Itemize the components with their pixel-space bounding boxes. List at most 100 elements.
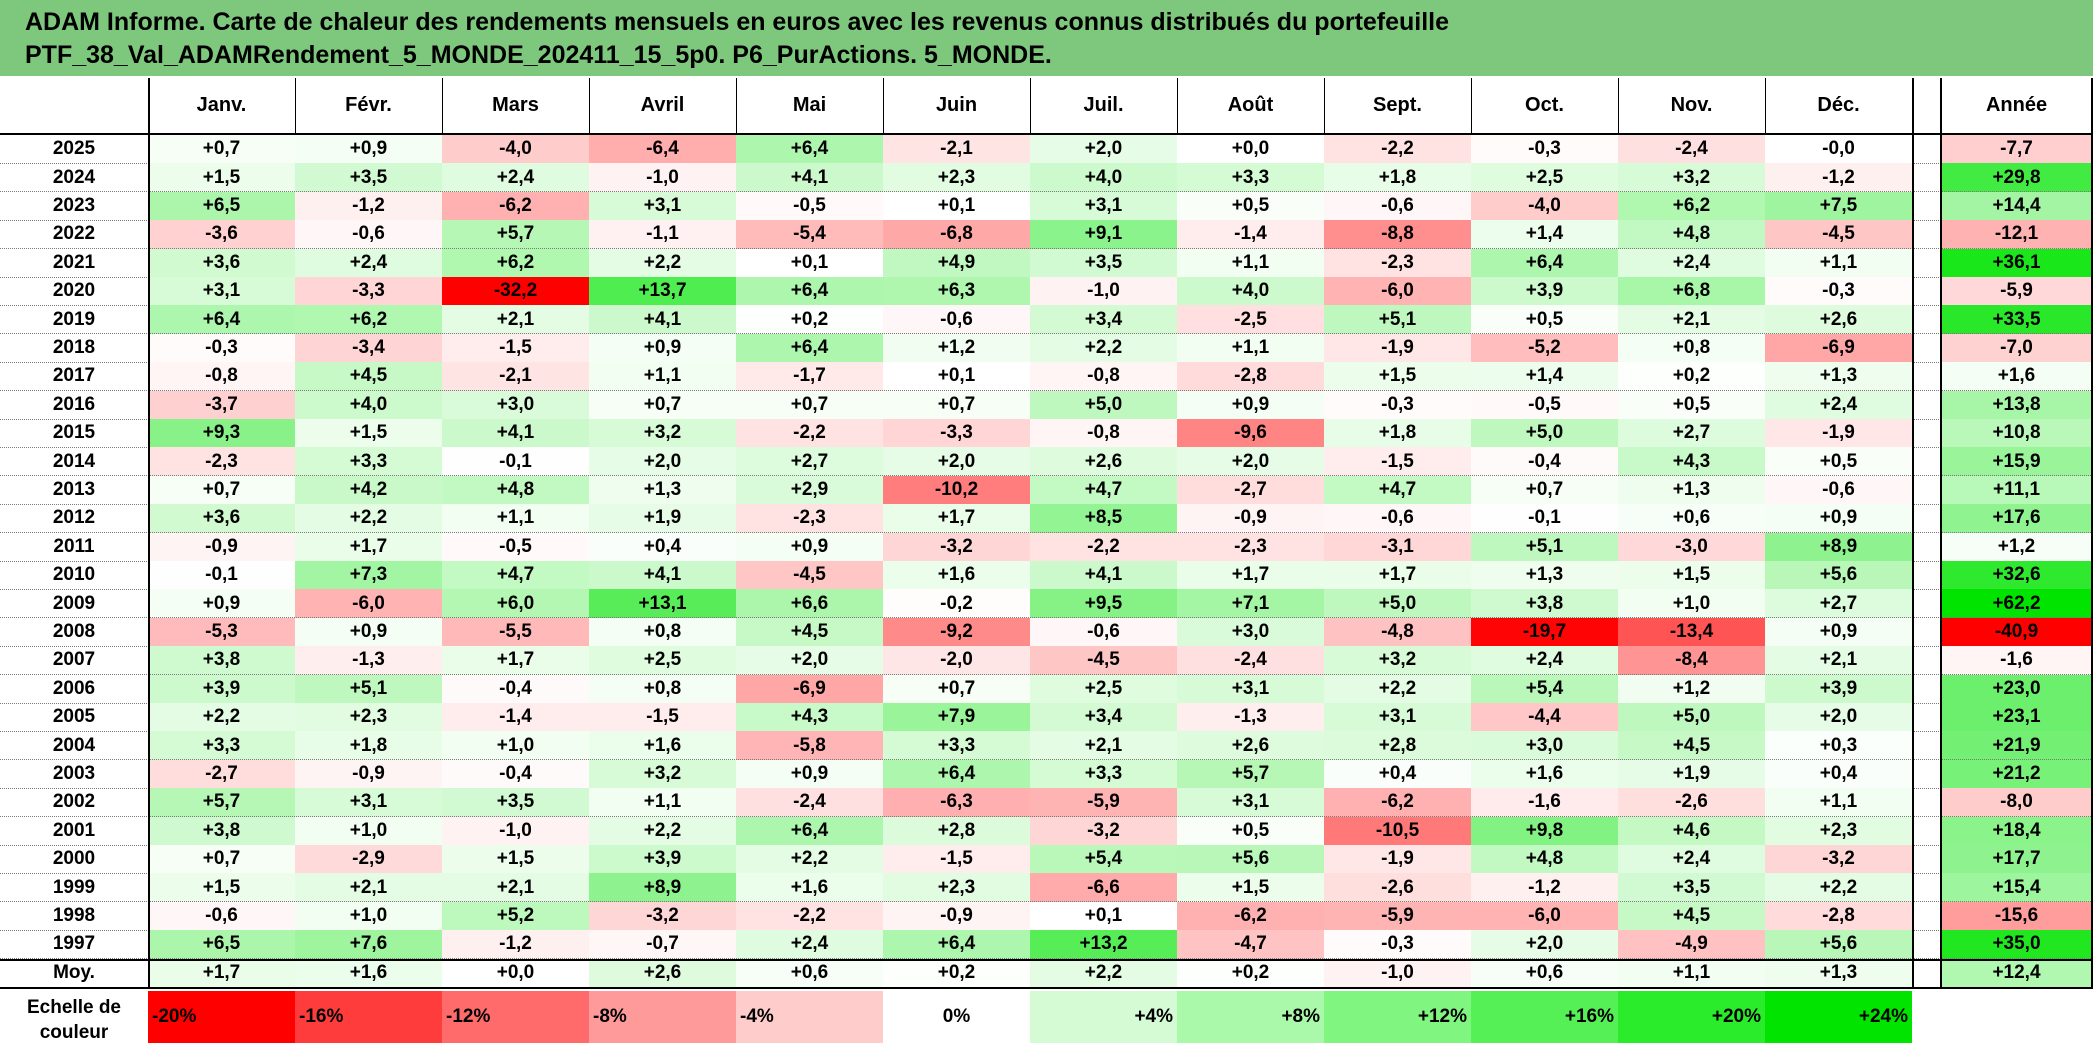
heatmap-cell: +2,2 — [1765, 873, 1912, 902]
row-year-label: 2014 — [52, 450, 96, 472]
legend-swatch: -8% — [589, 991, 736, 1043]
average-annual-cell: +12,4 — [1940, 958, 2093, 987]
heatmap-cell: +5,0 — [1471, 419, 1618, 448]
heatmap-cell: +6,4 — [736, 816, 883, 845]
header-col-divider — [442, 78, 443, 133]
heatmap-cell: -9,6 — [1177, 419, 1324, 448]
row-year-label: 2006 — [52, 677, 96, 699]
heatmap-cell: -2,7 — [148, 759, 295, 789]
annual-cell: -1,6 — [1940, 646, 2093, 675]
heatmap-cell: +2,1 — [442, 873, 589, 902]
heatmap-cell: +1,0 — [442, 731, 589, 760]
heatmap-cell: +4,0 — [1177, 277, 1324, 306]
heatmap-cell: -2,7 — [1177, 475, 1324, 505]
heatmap-cell: -4,8 — [1324, 617, 1471, 647]
heatmap-cell: +1,1 — [589, 788, 736, 817]
heatmap-cell: +2,0 — [589, 447, 736, 476]
heatmap-cell: +0,7 — [589, 390, 736, 419]
heatmap-cell: -4,4 — [1471, 703, 1618, 732]
average-bottom-border — [0, 987, 2093, 989]
row-year-label: 2025 — [52, 138, 96, 160]
annual-cell: -7,7 — [1940, 135, 2093, 164]
heatmap-cell: +0,5 — [1177, 816, 1324, 845]
heatmap-cell: -1,2 — [1765, 163, 1912, 192]
row-year-label: 2017 — [52, 365, 96, 387]
legend-label-line-1: Echelle de — [27, 997, 121, 1018]
heatmap-cell: -2,2 — [736, 419, 883, 448]
heatmap-cell: -1,2 — [1471, 873, 1618, 902]
heatmap-cell: +0,9 — [1177, 390, 1324, 419]
annual-cell: +15,9 — [1940, 447, 2093, 476]
heatmap-cell: -0,9 — [883, 901, 1030, 931]
heatmap-cell: -2,3 — [736, 504, 883, 533]
heatmap-cell: +1,7 — [1177, 561, 1324, 590]
heatmap-cell: +0,7 — [148, 475, 295, 505]
heatmap-cell: +2,4 — [1618, 845, 1765, 874]
annual-cell: +1,6 — [1940, 362, 2093, 391]
column-header: Mai — [792, 94, 827, 116]
heatmap-cell: -0,5 — [736, 191, 883, 221]
heatmap-cell: +1,3 — [1765, 362, 1912, 391]
heatmap-cell: +3,1 — [1324, 703, 1471, 732]
heatmap-cell: +6,4 — [883, 930, 1030, 959]
annual-cell: +10,8 — [1940, 419, 2093, 448]
heatmap-cell: +5,6 — [1765, 561, 1912, 590]
heatmap-cell: -0,1 — [442, 447, 589, 476]
heatmap-cell: -2,1 — [442, 362, 589, 391]
legend-swatch: +4% — [1030, 991, 1177, 1043]
heatmap-cell: +3,6 — [148, 248, 295, 277]
heatmap-cell: -1,0 — [589, 163, 736, 192]
annual-right-border — [2091, 78, 2093, 987]
heatmap-cell: -1,4 — [1177, 220, 1324, 249]
heatmap-cell: +3,3 — [148, 731, 295, 760]
heatmap-cell: -4,0 — [442, 135, 589, 164]
heatmap-cell: +5,7 — [1177, 759, 1324, 789]
heatmap-cell: +6,2 — [1618, 191, 1765, 221]
heatmap-cell: +5,0 — [1618, 703, 1765, 732]
annual-cell: -5,9 — [1940, 277, 2093, 306]
row-year-label: 2016 — [52, 393, 96, 415]
annual-cell: -15,6 — [1940, 901, 2093, 931]
row-year-label: 2007 — [52, 649, 96, 671]
heatmap-cell: -6,2 — [442, 191, 589, 221]
heatmap-cell: -1,9 — [1324, 333, 1471, 363]
heatmap-cell: +6,3 — [883, 277, 1030, 306]
heatmap-cell: -2,2 — [1030, 532, 1177, 561]
title-bar: ADAM Informe. Carte de chaleur des rende… — [0, 0, 2093, 76]
heatmap-cell: +3,5 — [1618, 873, 1765, 902]
months-right-border — [1912, 78, 1914, 987]
average-cell: +1,1 — [1618, 958, 1765, 987]
heatmap-cell: +1,5 — [148, 163, 295, 192]
column-header: Juin — [935, 94, 978, 116]
heatmap-cell: +3,3 — [883, 731, 1030, 760]
heatmap-cell: +6,4 — [736, 333, 883, 363]
row-year-label: 2023 — [52, 194, 96, 216]
heatmap-cell: -2,8 — [1177, 362, 1324, 391]
heatmap-cell: -1,9 — [1324, 845, 1471, 874]
heatmap-cell: +3,0 — [442, 390, 589, 419]
heatmap-cell: +4,8 — [442, 475, 589, 505]
heatmap-cell: +5,6 — [1177, 845, 1324, 874]
heatmap-cell: -3,6 — [148, 220, 295, 249]
heatmap-cell: +0,7 — [736, 390, 883, 419]
heatmap-cell: +4,2 — [295, 475, 442, 505]
heatmap-cell: +5,0 — [1324, 589, 1471, 618]
average-cell: +0,2 — [883, 958, 1030, 987]
heatmap-cell: +1,9 — [589, 504, 736, 533]
heatmap-cell: -3,2 — [883, 532, 1030, 561]
heatmap-cell: -4,5 — [1030, 646, 1177, 675]
heatmap-cell: +4,8 — [1471, 845, 1618, 874]
heatmap-cell: -6,0 — [295, 589, 442, 618]
heatmap-cell: +3,1 — [295, 788, 442, 817]
heatmap-cell: -0,3 — [1324, 390, 1471, 419]
heatmap-cell: -0,8 — [148, 362, 295, 391]
heatmap-cell: +0,4 — [1765, 759, 1912, 789]
heatmap-cell: -0,8 — [1030, 362, 1177, 391]
row-year-label: 2011 — [53, 535, 95, 557]
heatmap-cell: -1,3 — [1177, 703, 1324, 732]
heatmap-cell: +5,2 — [442, 901, 589, 931]
heatmap-cell: -5,4 — [736, 220, 883, 249]
heatmap-cell: +8,9 — [1765, 532, 1912, 561]
heatmap-cell: -6,0 — [1471, 901, 1618, 931]
